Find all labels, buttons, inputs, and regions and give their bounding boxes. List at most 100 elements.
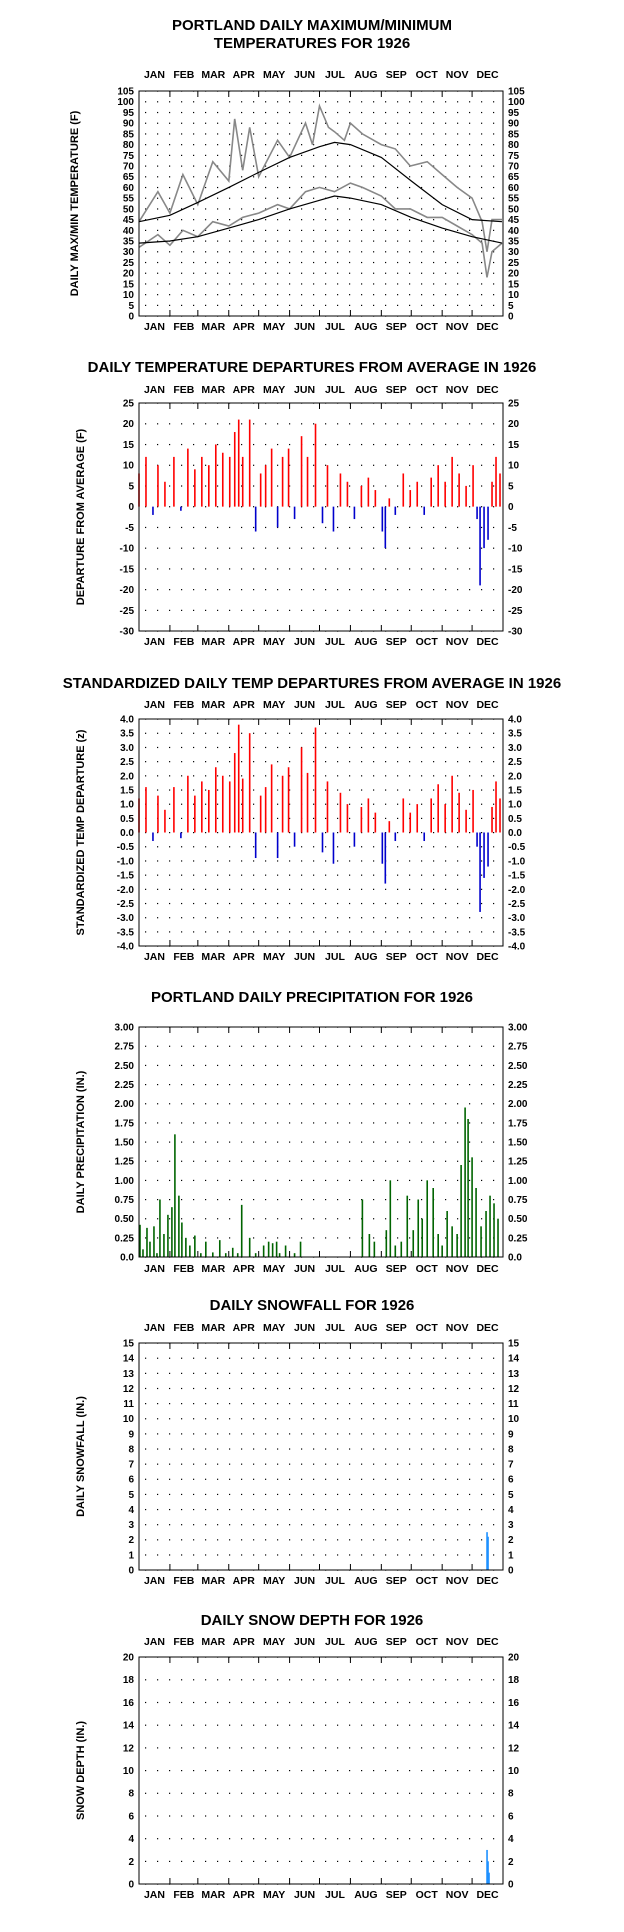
data-bar (483, 832, 485, 878)
y-tick-label-left: 1.00 (115, 1176, 135, 1187)
month-label-top: MAR (201, 69, 225, 81)
data-bar (145, 456, 147, 507)
month-label-top: NOV (446, 1322, 469, 1334)
month-label-bottom: APR (233, 1889, 256, 1901)
chart-3: STANDARDIZED DAILY TEMP DEPARTURES FROM … (63, 675, 561, 963)
data-bar (472, 789, 474, 833)
y-tick-label-right: 25 (508, 258, 520, 269)
y-tick-label-left: 1.75 (115, 1118, 135, 1129)
data-bar (281, 456, 284, 507)
y-tick-label-right: 12 (508, 1384, 520, 1395)
month-label-bottom: AUG (354, 1263, 377, 1275)
y-tick-label-left: 1.50 (115, 1138, 135, 1149)
month-label-top: APR (233, 1322, 256, 1334)
data-bar (430, 477, 432, 507)
y-tick-label-right: 5 (508, 301, 514, 312)
y-tick-label-left: 15 (123, 279, 135, 290)
y-tick-label-right: 1 (508, 1550, 514, 1561)
data-bar (444, 481, 446, 507)
data-bar (451, 456, 453, 507)
y-tick-label-right: 10 (508, 1766, 520, 1777)
y-tick-label-right: -15 (508, 564, 523, 575)
plot-frame (138, 1342, 504, 1571)
month-label-bottom: OCT (416, 951, 439, 963)
y-tick-label-right: 2.75 (508, 1042, 528, 1053)
y-tick-label-right: 0 (508, 312, 514, 323)
y-tick-label-right: -3.5 (508, 927, 526, 938)
y-tick-label-right: 105 (508, 87, 525, 98)
data-bar (326, 781, 329, 833)
data-bar (384, 832, 387, 884)
y-tick-label-left: -20 (120, 585, 135, 596)
month-label-top: FEB (173, 1636, 194, 1648)
month-label-top: APR (233, 69, 256, 81)
y-tick-label-left: 10 (123, 290, 135, 301)
y-tick-label-left: 0.5 (120, 814, 134, 825)
month-label-top: OCT (416, 384, 439, 396)
data-bar (267, 1241, 270, 1257)
month-label-bottom: OCT (416, 321, 439, 333)
data-bar (384, 506, 387, 549)
y-tick-label-right: 0.5 (508, 814, 522, 825)
data-bar (368, 1234, 371, 1257)
data-bar (367, 798, 370, 833)
y-tick-label-left: 13 (123, 1369, 135, 1380)
y-tick-label-left: 14 (123, 1354, 135, 1365)
data-bar (293, 832, 296, 847)
data-bar (464, 1107, 466, 1257)
month-label-top: OCT (416, 1322, 439, 1334)
y-tick-label-left: 5 (128, 301, 134, 312)
data-bar (270, 764, 273, 833)
data-bar (497, 1218, 499, 1257)
data-bar (264, 787, 267, 833)
y-tick-label-right: -1.0 (508, 856, 526, 867)
y-tick-label-right: -5 (508, 523, 517, 534)
month-label-top: JUN (294, 699, 315, 711)
y-tick-label-left: 15 (123, 440, 135, 451)
data-bar (374, 812, 377, 833)
y-tick-label-right: 25 (508, 399, 520, 410)
y-tick-label-left: 4 (128, 1505, 134, 1516)
data-bar (321, 832, 324, 853)
y-tick-label-right: 1.00 (508, 1176, 528, 1187)
y-tick-label-left: 1.25 (115, 1157, 135, 1168)
data-bar (394, 506, 397, 515)
month-label-bottom: MAY (263, 1889, 285, 1901)
month-label-bottom: NOV (446, 1889, 469, 1901)
y-tick-label-left: 6 (128, 1811, 134, 1822)
month-label-bottom: AUG (354, 636, 377, 648)
data-bar (485, 1211, 487, 1257)
plot-frame (138, 718, 504, 947)
y-tick-label-left: 16 (123, 1698, 135, 1709)
month-label-bottom: SEP (386, 1889, 407, 1901)
y-tick-label-right: -4.0 (508, 942, 526, 953)
y-tick-label-right: -10 (508, 544, 523, 555)
month-label-top: SEP (386, 1636, 407, 1648)
data-bar (373, 1241, 376, 1257)
data-bar (157, 465, 159, 507)
y-tick-label-right: 100 (508, 97, 525, 108)
month-label-top: MAR (201, 1636, 225, 1648)
month-label-bottom: FEB (173, 1575, 194, 1587)
y-tick-label-right: 70 (508, 162, 520, 173)
y-tick-label-left: -3.0 (117, 913, 135, 924)
month-label-top: MAY (263, 1636, 285, 1648)
y-tick-label-right: 90 (508, 119, 520, 130)
data-bar (486, 1849, 488, 1884)
data-bar (441, 1245, 443, 1257)
month-label-bottom: FEB (173, 1889, 194, 1901)
month-label-top: JAN (144, 69, 165, 81)
data-bar (451, 1226, 453, 1257)
y-tick-label-right: 85 (508, 129, 520, 140)
plot-frame (138, 402, 504, 632)
y-tick-label-left: 40 (123, 226, 135, 237)
month-label-top: NOV (446, 699, 469, 711)
y-tick-label-left: 0 (128, 1566, 134, 1577)
y-tick-label-right: -3.0 (508, 913, 526, 924)
data-bar (278, 1253, 281, 1257)
month-label-top: JUL (325, 384, 345, 396)
y-tick-label-left: 7 (128, 1460, 134, 1471)
y-tick-label-right: 55 (508, 194, 520, 205)
y-tick-label-left: 35 (123, 237, 135, 248)
y-tick-label-left: 105 (117, 87, 134, 98)
